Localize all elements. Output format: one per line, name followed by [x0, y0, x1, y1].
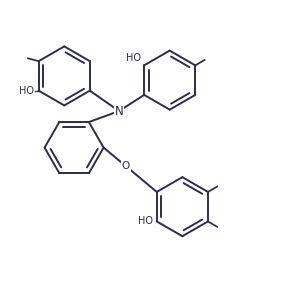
Text: N: N	[115, 105, 124, 118]
Text: HO: HO	[126, 53, 141, 62]
Text: O: O	[122, 161, 130, 171]
Text: HO: HO	[138, 216, 152, 226]
Text: HO: HO	[19, 86, 35, 96]
